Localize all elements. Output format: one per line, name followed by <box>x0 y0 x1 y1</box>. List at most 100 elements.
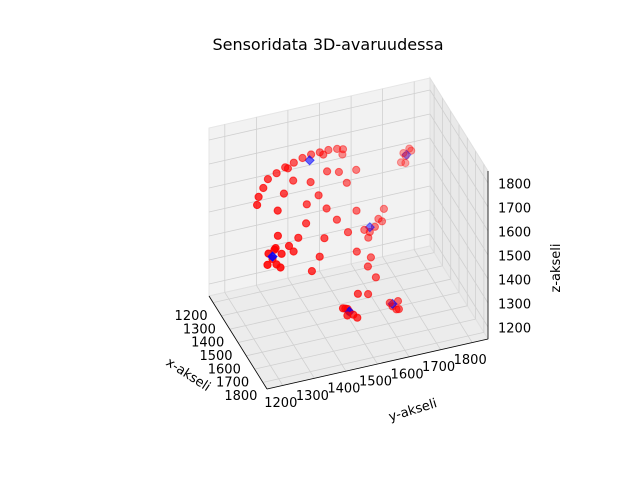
scatter-point <box>270 245 279 254</box>
scatter-point <box>399 149 408 158</box>
scatter-point <box>289 158 298 167</box>
x-tick-label: 1700 <box>216 376 249 391</box>
z-tick-label: 1300 <box>498 298 531 313</box>
y-tick-label: 1400 <box>327 382 360 397</box>
scatter-point <box>289 247 298 256</box>
scatter-point <box>364 233 373 242</box>
scatter-point <box>343 228 353 237</box>
gridline-x-floor <box>262 332 484 383</box>
scatter-point <box>401 158 410 168</box>
scatter-point <box>352 206 361 215</box>
scatter-point-diamond <box>401 149 412 161</box>
scatter-point <box>333 144 342 153</box>
scatter-point <box>374 214 383 223</box>
data-points <box>253 144 416 322</box>
scatter-point <box>343 311 352 320</box>
scatter-point <box>315 252 324 261</box>
z-tick-label: 1400 <box>498 274 531 289</box>
y-axis-label: y-akseli <box>387 396 439 425</box>
scatter-point <box>401 151 410 160</box>
scatter-point <box>263 260 272 269</box>
scatter-point <box>294 233 303 242</box>
scatter-point <box>338 150 347 159</box>
z-tick-label: 1800 <box>498 178 531 193</box>
y-axis-line <box>266 338 489 390</box>
scatter-point <box>253 200 262 210</box>
scatter-point <box>314 191 323 200</box>
scatter-point <box>396 158 406 167</box>
scatter-point <box>338 145 348 154</box>
gridline-x-floor <box>254 318 476 370</box>
gridline-z-back <box>208 161 431 213</box>
scatter-point <box>342 178 351 187</box>
x-tick-label: 1600 <box>208 362 241 377</box>
scatter-point <box>272 169 281 178</box>
scatter-point <box>338 304 348 313</box>
scatter-point <box>394 305 403 314</box>
gridline-z-side <box>429 137 489 232</box>
scatter-point <box>353 289 362 298</box>
scatter-point <box>315 148 324 157</box>
x-tick-label: 1200 <box>175 309 208 324</box>
y-tick-label: 1500 <box>359 375 392 390</box>
scatter-point <box>364 290 373 299</box>
scatter-point <box>334 167 343 177</box>
scatter-point <box>371 273 380 282</box>
scatter-point <box>273 206 282 215</box>
scatter-point <box>324 145 333 155</box>
y-tick-label: 1200 <box>264 396 297 411</box>
scatter-point <box>363 262 372 271</box>
scatter-point <box>323 167 332 176</box>
y-tick-label: 1600 <box>391 367 424 382</box>
scatter-point <box>302 200 311 209</box>
scatter-point <box>332 215 341 224</box>
gridline-y-floor <box>413 249 473 343</box>
scatter-point <box>263 175 272 184</box>
scatter-point <box>405 144 414 153</box>
gridline-z-back <box>208 89 431 141</box>
y-tick-label: 1800 <box>454 353 487 368</box>
scatter-point <box>289 176 298 185</box>
scatter-point <box>320 234 329 243</box>
scatter-point <box>352 247 361 256</box>
scatter-point <box>306 178 315 187</box>
scatter-point <box>277 249 286 258</box>
x-tick-label: 1500 <box>199 349 232 364</box>
z-tick-label: 1500 <box>498 250 531 265</box>
gridline-z-side <box>429 113 489 208</box>
scatter-point <box>379 204 388 213</box>
scatter-point <box>302 219 311 228</box>
scatter-point <box>352 165 361 174</box>
z-tick-label: 1600 <box>498 226 531 241</box>
scatter-point <box>366 253 375 262</box>
scatter-point <box>259 183 268 193</box>
gridline-z-side <box>429 89 489 184</box>
chart-title: Sensoridata 3D-avaruudessa <box>212 35 443 54</box>
scatter-point <box>360 225 369 234</box>
gridline-z-back <box>208 113 431 165</box>
gridline-y-floor <box>350 263 410 358</box>
scatter-point <box>322 204 331 213</box>
gridline-z-side <box>429 161 489 256</box>
gridline-z-back <box>208 137 431 189</box>
scatter-point <box>273 231 282 240</box>
z-tick-label: 1200 <box>498 322 531 337</box>
x-axis-line <box>208 295 268 390</box>
scatter-point <box>298 153 307 163</box>
scatter-point <box>254 192 263 201</box>
z-tick-label: 1700 <box>498 202 531 217</box>
scatter-point-diamond <box>267 251 278 262</box>
x-tick-label: 1300 <box>183 322 216 337</box>
x-tick-label: 1400 <box>191 336 224 351</box>
scatter-point <box>407 146 416 155</box>
scatter-point <box>385 298 394 307</box>
scatter-point <box>377 217 387 226</box>
scatter-point-diamond <box>304 155 315 166</box>
z-axis-label: z-akseli <box>549 243 564 292</box>
y-tick-label: 1300 <box>296 389 329 404</box>
scatter-point <box>276 263 285 272</box>
x-tick-label: 1800 <box>224 389 257 404</box>
scatter-point <box>370 222 379 231</box>
